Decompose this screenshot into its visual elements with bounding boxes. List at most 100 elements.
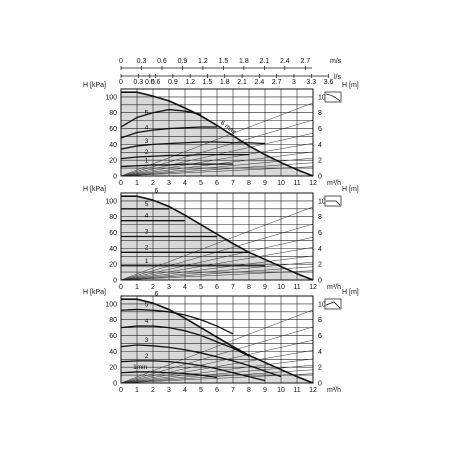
- series-label: 4: [145, 213, 149, 220]
- x-tick-label: 7: [231, 387, 235, 394]
- y-left-tick-label: 80: [109, 214, 117, 221]
- x-tick-label: 8: [247, 180, 251, 187]
- x-unit-label: m³/h: [327, 180, 341, 187]
- y-left-tick-label: 20: [109, 158, 117, 165]
- y-left-tick-label: 100: [105, 198, 117, 205]
- system-curve-line: [120, 270, 314, 281]
- system-curve-line: [120, 309, 314, 384]
- ls-tick-label: 0.5: [145, 79, 155, 86]
- x-tick-label: 10: [277, 387, 285, 394]
- series-label: 1: [145, 258, 149, 265]
- series-label: 5: [145, 109, 149, 116]
- x-tick-label: 2: [151, 387, 155, 394]
- x-tick-label: 3: [167, 180, 171, 187]
- x-tick-label: 1: [135, 387, 139, 394]
- y-right-tick-label: 6: [318, 333, 322, 340]
- series-label: 4: [145, 318, 149, 325]
- system-curve-line: [120, 247, 314, 281]
- y-left-tick-label: 80: [109, 110, 117, 117]
- x-tick-label: 4: [183, 180, 187, 187]
- system-curve-line: [120, 162, 314, 177]
- system-curve-line: [120, 143, 314, 177]
- series-line: [120, 360, 266, 382]
- max-curve: [121, 195, 314, 281]
- y-left-tick-label: 40: [109, 142, 117, 149]
- ms-tick-label: 2.7: [300, 58, 310, 65]
- series-line: [120, 141, 266, 150]
- y-right-tick-label: 6: [318, 230, 322, 237]
- y-left-tick-label: 60: [109, 333, 117, 340]
- max-curve-label: 6: [155, 188, 159, 195]
- series-label: 5: [145, 301, 149, 308]
- y-right-tick-label: 2: [318, 158, 322, 165]
- series-label: 4: [145, 125, 149, 132]
- ls-tick-label: 1.5: [203, 79, 213, 86]
- ls-tick-label: 3: [292, 79, 296, 86]
- system-curve-line: [120, 369, 314, 384]
- y-right-tick-label: 2: [318, 365, 322, 372]
- ms-tick-label: 0.9: [178, 58, 188, 65]
- ls-tick-label: 3.3: [306, 79, 316, 86]
- system-curve-line: [120, 119, 314, 177]
- system-curve-line: [120, 166, 314, 177]
- x-tick-label: 8: [247, 284, 251, 291]
- x-tick-label: 0: [119, 180, 123, 187]
- y-right-tick-label: 10: [318, 94, 326, 101]
- x-tick-label: 9: [263, 284, 267, 291]
- icon-curve: [325, 93, 341, 102]
- max-curve-label: 6: [155, 291, 159, 298]
- x-tick-label: 4: [183, 387, 187, 394]
- ms-unit-label: m/s: [330, 58, 342, 65]
- ms-tick-label: 1.2: [198, 58, 208, 65]
- series-line: [120, 108, 202, 128]
- series-line: [120, 371, 218, 379]
- x-tick-label: 5: [199, 284, 203, 291]
- ls-tick-label: 0.3: [133, 79, 143, 86]
- y-left-tick-label: 60: [109, 126, 117, 133]
- max-curve: [121, 298, 314, 384]
- y-right-tick-label: 8: [318, 214, 322, 221]
- x-tick-label: 12: [309, 387, 317, 394]
- x-tick-label: 9: [263, 180, 267, 187]
- y-right-tick-label: 4: [318, 142, 322, 149]
- y-right-tick-label: 4: [318, 349, 322, 356]
- y-left-tick-label: 0: [113, 381, 117, 388]
- curve-mode-icon: [324, 91, 342, 103]
- ls-tick-label: 0.6: [151, 79, 161, 86]
- y-right-tick-label: 0: [318, 174, 322, 181]
- series-line: [120, 308, 234, 335]
- x-tick-label: 11: [293, 180, 300, 187]
- y-right-tick-label: 8: [318, 110, 322, 117]
- x-tick-label: 5: [199, 387, 203, 394]
- x-tick-label: 12: [309, 284, 317, 291]
- icon-frame: [324, 298, 342, 310]
- y-right-axis-label: H [m]: [342, 186, 359, 193]
- x-tick-label: 6: [215, 284, 219, 291]
- series-label: 5: [145, 201, 149, 208]
- ms-tick-label: 1.8: [239, 58, 249, 65]
- x-tick-label: 5: [199, 180, 203, 187]
- x-tick-label: 10: [277, 180, 285, 187]
- y-left-tick-label: 20: [109, 365, 117, 372]
- ms-tick-label: 0.3: [137, 58, 147, 65]
- ms-tick-label: 0.6: [157, 58, 167, 65]
- series-label: 2: [145, 149, 149, 156]
- series-line: [120, 163, 233, 168]
- system-curve-line: [120, 236, 314, 281]
- y-right-tick-label: 10: [318, 301, 326, 308]
- icon-frame: [324, 91, 342, 103]
- system-curve-line: [120, 255, 314, 281]
- x-tick-label: 8: [247, 387, 251, 394]
- ls-tick-label: 1.2: [185, 79, 195, 86]
- ls-tick-label: 0.9: [168, 79, 178, 86]
- x-unit-label: m³/h: [327, 387, 341, 394]
- y-right-tick-label: 10: [318, 198, 326, 205]
- y-left-tick-label: 20: [109, 262, 117, 269]
- ls-tick-label: 3.6: [324, 79, 334, 86]
- plot-frame: [120, 88, 314, 177]
